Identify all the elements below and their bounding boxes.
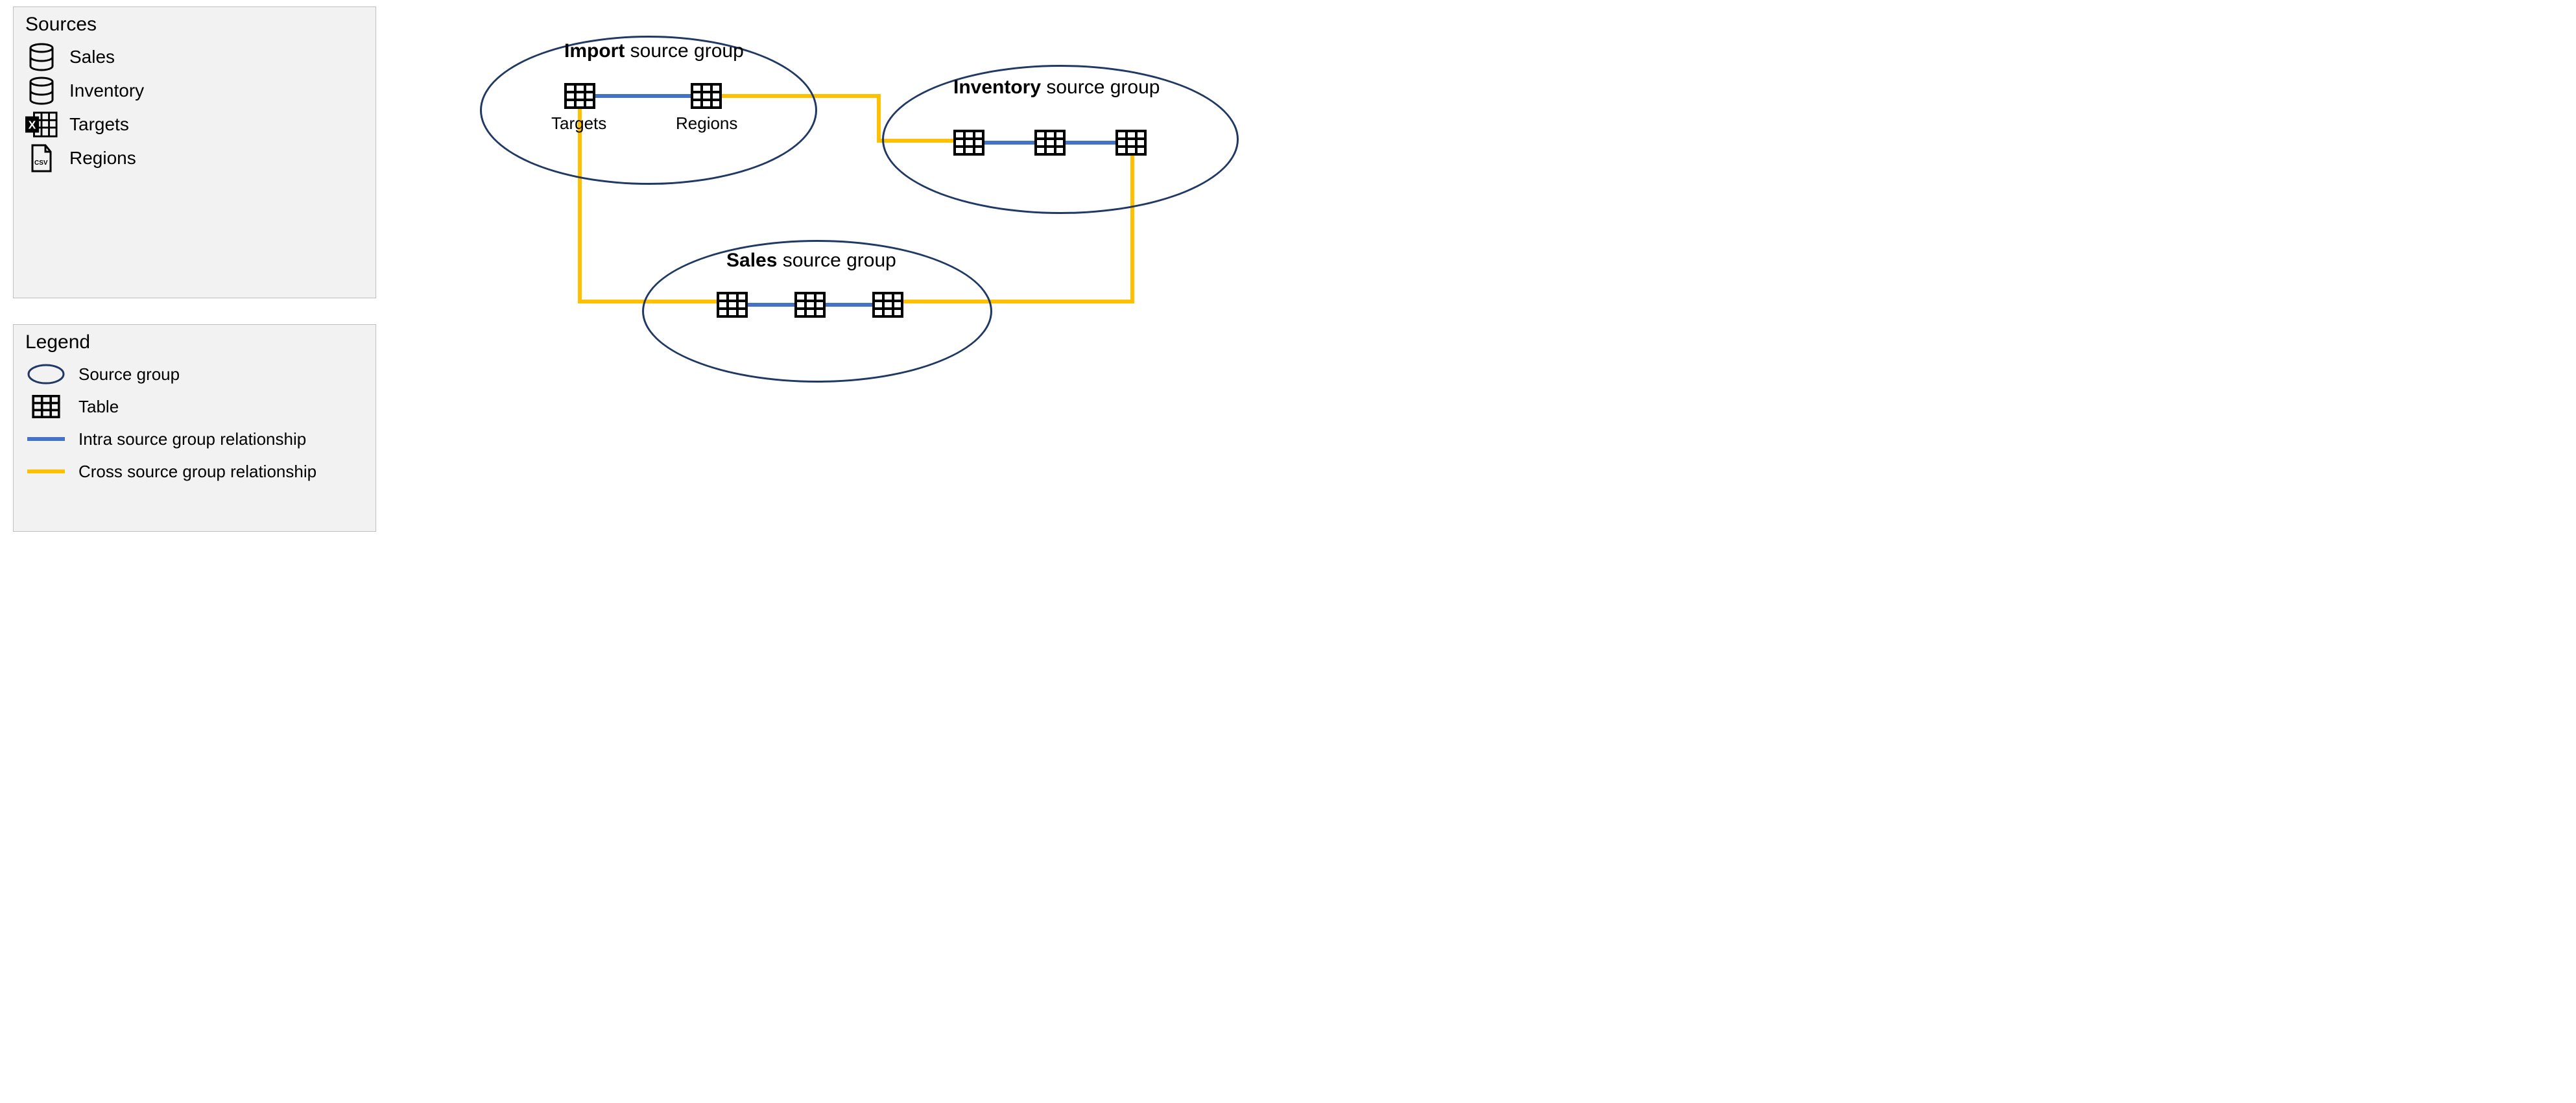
group-title-bold: Import	[564, 40, 625, 62]
table-node	[1115, 130, 1147, 156]
source-item: X Targets	[25, 111, 364, 138]
legend-item-label: Intra source group relationship	[78, 429, 306, 449]
legend-item-label: Cross source group relationship	[78, 462, 316, 482]
group-title: Import source group	[564, 40, 744, 62]
table-node	[691, 83, 722, 109]
line-icon	[25, 460, 67, 483]
sources-title: Sources	[25, 14, 364, 36]
legend-item: Source group	[25, 362, 364, 386]
legend-title: Legend	[25, 331, 364, 353]
table-node	[872, 292, 903, 318]
group-title-rest: source group	[625, 40, 743, 62]
database-icon	[25, 43, 58, 71]
ellipse-icon	[25, 362, 67, 386]
database-icon	[25, 77, 58, 104]
source-item: Inventory	[25, 77, 364, 104]
svg-text:X: X	[29, 119, 36, 132]
source-item: CSV Regions	[25, 145, 364, 172]
group-title-rest: source group	[1041, 77, 1160, 98]
table-icon	[25, 395, 67, 418]
excel-icon: X	[25, 111, 58, 138]
connector	[877, 94, 881, 143]
legend-panel: Legend Source group Table Intra source gr…	[13, 324, 376, 532]
group-title-bold: Inventory	[953, 77, 1041, 98]
table-node	[717, 292, 748, 318]
legend-item: Cross source group relationship	[25, 460, 364, 483]
group-title: Inventory source group	[953, 77, 1160, 99]
source-item: Sales	[25, 43, 364, 71]
table-node-label: Targets	[551, 113, 606, 134]
source-item-label: Regions	[69, 148, 136, 169]
line-icon	[25, 427, 67, 451]
source-item-label: Inventory	[69, 80, 144, 101]
sources-panel: Sources Sales Inventory X Targets CSV Re…	[13, 6, 376, 298]
group-title: Sales source group	[726, 250, 896, 272]
table-node	[1034, 130, 1066, 156]
csv-icon: CSV	[25, 145, 58, 172]
group-title-bold: Sales	[726, 250, 777, 271]
table-node-label: Regions	[676, 113, 737, 134]
table-node	[953, 130, 984, 156]
legend-item-label: Table	[78, 397, 119, 417]
source-item-label: Targets	[69, 114, 129, 135]
legend-item: Table	[25, 395, 364, 418]
svg-text:CSV: CSV	[34, 160, 48, 167]
legend-item-label: Source group	[78, 364, 180, 385]
legend-item: Intra source group relationship	[25, 427, 364, 451]
source-item-label: Sales	[69, 47, 115, 67]
table-node	[794, 292, 826, 318]
table-node	[564, 83, 595, 109]
group-title-rest: source group	[777, 250, 896, 271]
